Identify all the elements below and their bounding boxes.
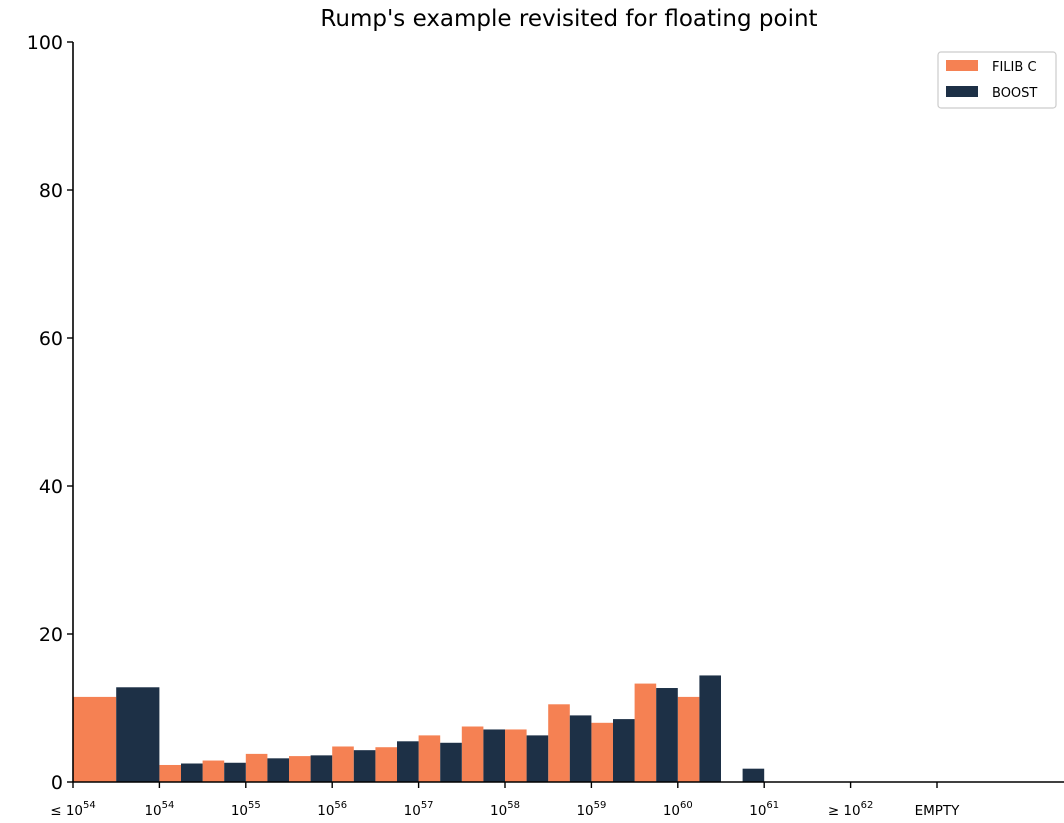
bar-filib-c-7 xyxy=(418,735,441,782)
x-tick-exponent: 62 xyxy=(861,800,874,811)
x-tick-exponent: 59 xyxy=(594,800,607,811)
bar-filib-c-4 xyxy=(289,756,311,782)
x-tick-exponent: 58 xyxy=(507,800,520,811)
x-tick-base: EMPTY xyxy=(915,803,961,819)
x-tick-base: ≥ 10 xyxy=(828,803,861,819)
x-tick-exponent: 54 xyxy=(162,800,175,811)
chart-title: Rump's example revisited for floating po… xyxy=(320,6,817,32)
bar-filib-c-6 xyxy=(375,747,397,782)
y-axis: 0 20 40 60 80 100 xyxy=(27,32,74,794)
x-tick-base: 10 xyxy=(576,803,593,819)
bar-boost-11 xyxy=(613,719,635,782)
bar-filib-c-0 xyxy=(73,696,117,782)
bar-filib-c-13 xyxy=(677,696,700,782)
x-tick-label: ≤ 1054 xyxy=(50,800,96,819)
bar-boost-9 xyxy=(526,735,549,782)
bar-filib-c-10 xyxy=(548,704,570,782)
x-tick-base: ≤ 10 xyxy=(50,803,83,819)
x-tick-label: 1057 xyxy=(404,800,434,819)
x-tick-label: 1054 xyxy=(144,800,174,819)
legend-label: FILIB C xyxy=(992,60,1037,75)
bar-boost-8 xyxy=(483,729,505,782)
bar-boost-4 xyxy=(310,755,333,782)
bar-boost-12 xyxy=(656,688,678,782)
x-tick-exponent: 55 xyxy=(248,800,261,811)
bar-boost-6 xyxy=(397,741,419,782)
x-tick-label: 1058 xyxy=(490,800,520,819)
x-tick-exponent: 60 xyxy=(680,800,693,811)
x-tick-base: 10 xyxy=(663,803,680,819)
x-tick-exponent: 57 xyxy=(421,800,434,811)
x-tick-label: 1059 xyxy=(576,800,606,819)
y-tick-label: 20 xyxy=(39,624,63,646)
x-tick-exponent: 56 xyxy=(334,800,347,811)
bar-filib-c-9 xyxy=(505,729,527,782)
x-tick-base: 10 xyxy=(404,803,421,819)
bar-boost-5 xyxy=(353,750,376,782)
y-tick-label: 60 xyxy=(39,328,63,350)
legend: FILIB C BOOST xyxy=(937,51,1057,109)
x-axis: ≤ 1054 1054 1055 1056 1057 1058 1059 1060 1061 ≥ … xyxy=(50,781,1064,819)
bar-filib-c-3 xyxy=(245,753,268,782)
legend-swatch xyxy=(946,60,978,71)
bar-boost-0 xyxy=(116,687,160,782)
legend-swatch xyxy=(946,86,978,97)
y-tick-label: 0 xyxy=(51,772,63,794)
y-tick-label: 40 xyxy=(39,476,63,498)
x-tick-label: EMPTY xyxy=(915,803,961,819)
bar-filib-c-11 xyxy=(591,722,613,782)
x-tick-label: 1056 xyxy=(317,800,347,819)
bar-filib-c-8 xyxy=(461,726,484,782)
x-tick-exponent: 54 xyxy=(83,800,96,811)
bars-group xyxy=(73,675,765,782)
bar-boost-1 xyxy=(181,763,203,782)
bar-filib-c-12 xyxy=(634,683,657,782)
bar-filib-c-1 xyxy=(159,764,181,782)
bar-filib-c-5 xyxy=(332,746,354,782)
y-tick-label: 80 xyxy=(39,180,63,202)
bar-filib-c-2 xyxy=(202,760,225,782)
x-tick-base: 10 xyxy=(231,803,248,819)
bar-boost-14 xyxy=(742,768,765,782)
bar-boost-3 xyxy=(267,758,289,782)
bar-boost-2 xyxy=(224,762,246,782)
bar-boost-7 xyxy=(440,742,462,782)
bar-boost-13 xyxy=(699,675,721,782)
y-tick-label: 100 xyxy=(27,32,63,54)
x-tick-label: ≥ 1062 xyxy=(828,800,874,819)
x-tick-base: 10 xyxy=(144,803,161,819)
x-tick-base: 10 xyxy=(749,803,766,819)
x-tick-base: 10 xyxy=(317,803,334,819)
x-tick-base: 10 xyxy=(490,803,507,819)
x-tick-exponent: 61 xyxy=(766,800,779,811)
x-tick-label: 1055 xyxy=(231,800,261,819)
bar-boost-10 xyxy=(569,715,592,782)
legend-label: BOOST xyxy=(992,86,1037,101)
x-tick-label: 1061 xyxy=(749,800,779,819)
x-tick-label: 1060 xyxy=(663,800,693,819)
